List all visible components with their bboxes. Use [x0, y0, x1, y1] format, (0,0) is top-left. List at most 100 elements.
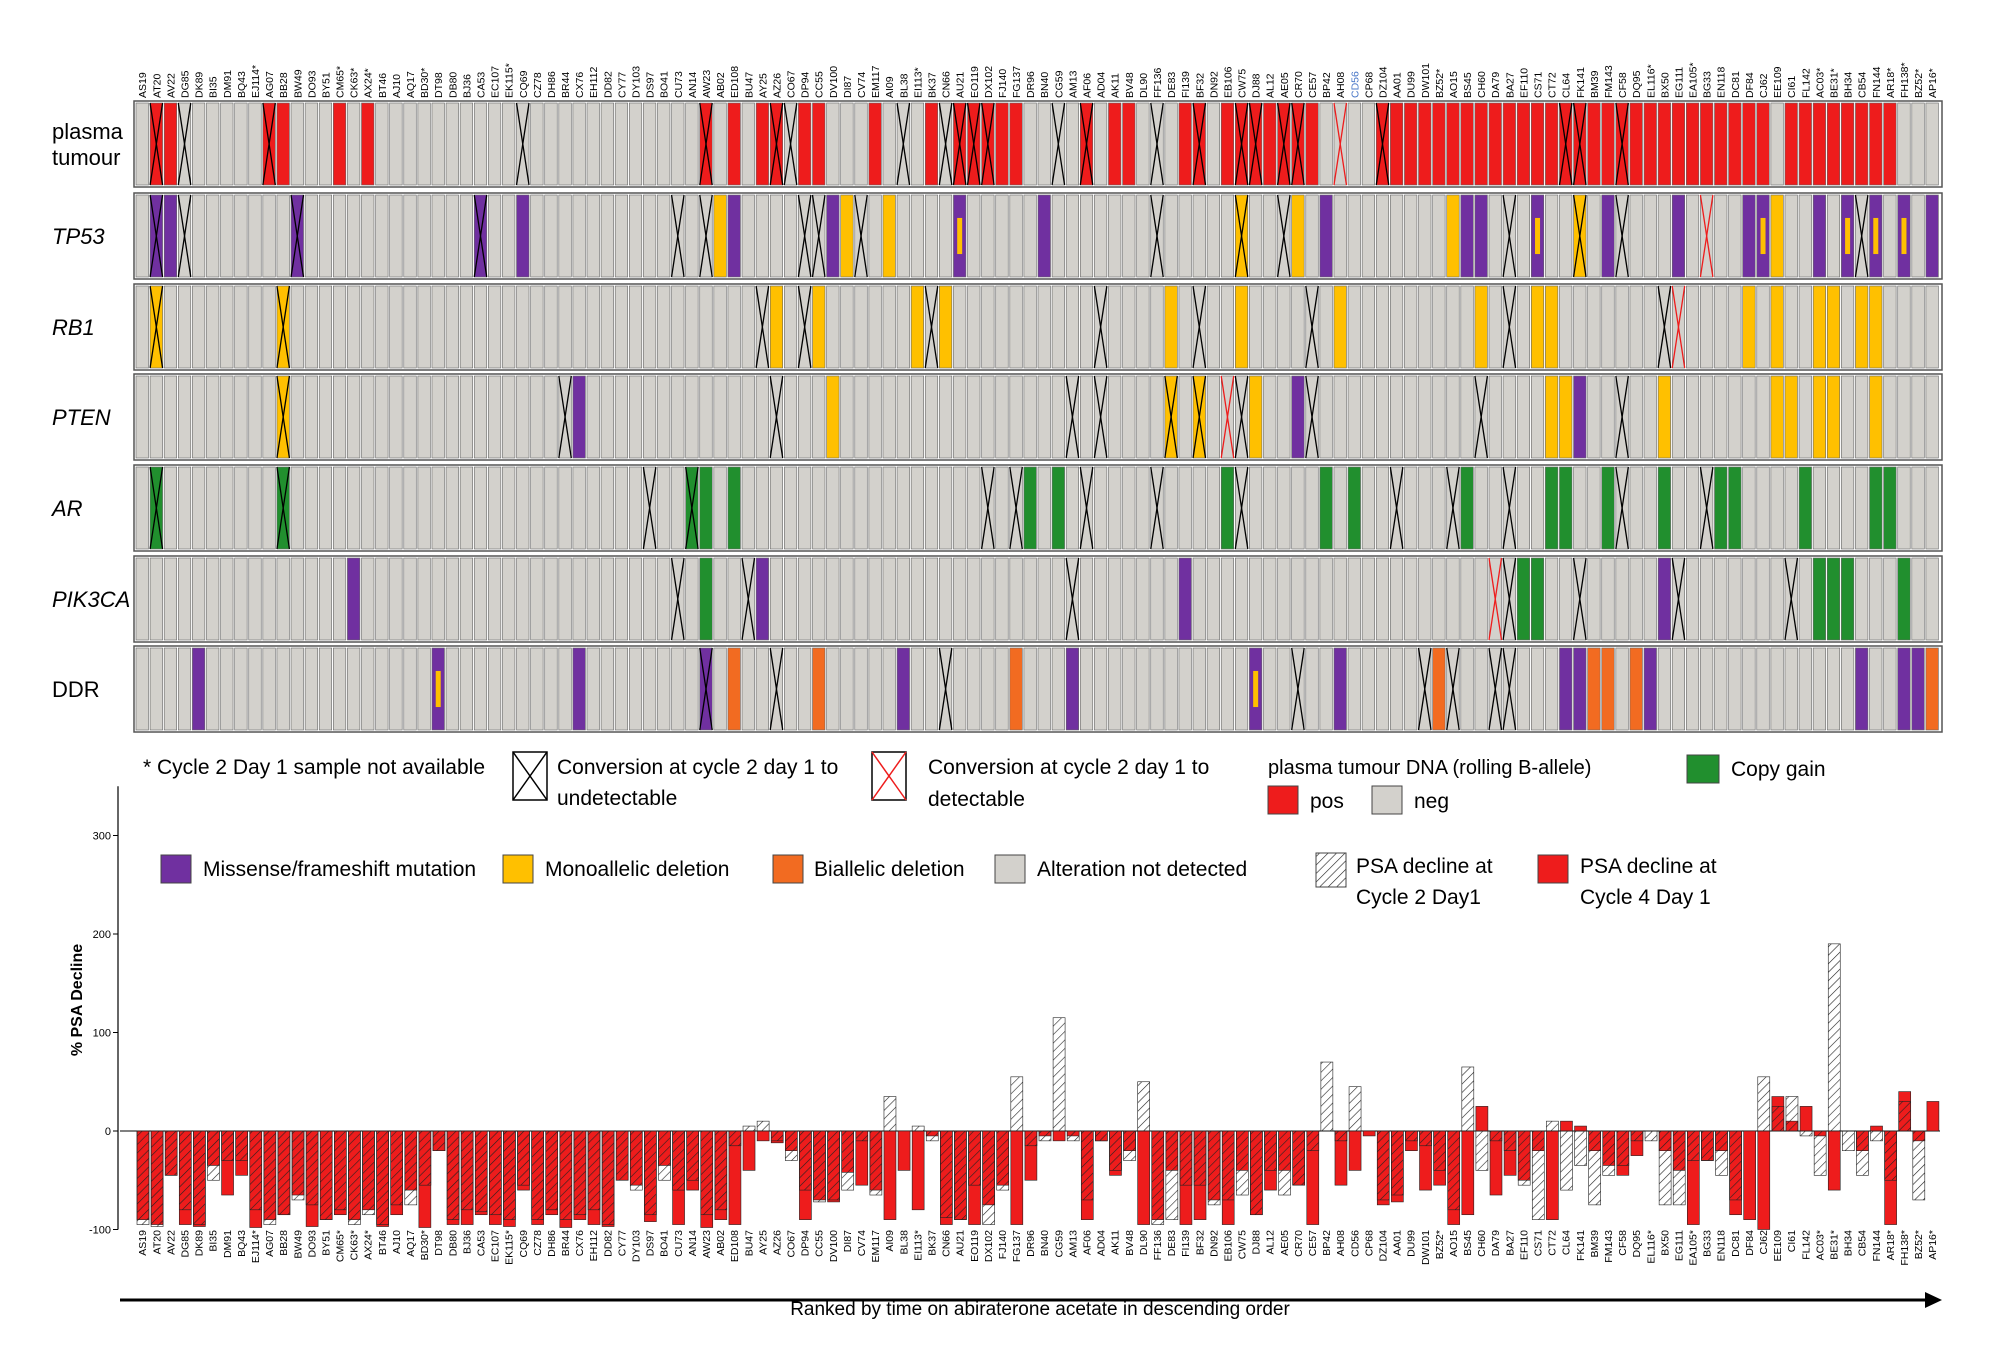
conversion-cross: [769, 102, 784, 186]
cell: [1629, 557, 1643, 641]
cell: [1700, 375, 1714, 459]
legend-notdetected-swatch: [994, 854, 1026, 884]
bottom-patient-label: CW75: [1237, 1230, 1249, 1259]
top-patient-label: CG59: [1053, 70, 1065, 98]
cell: [1347, 285, 1361, 369]
cell: [1798, 194, 1812, 278]
cell: [530, 647, 544, 731]
conversion-cross: [755, 285, 770, 369]
cell: [163, 557, 177, 641]
cell: [1502, 375, 1516, 459]
bottom-patient-label: BB28: [278, 1230, 290, 1256]
cell: [1305, 647, 1319, 731]
cell: [1009, 647, 1023, 731]
cell: [1545, 557, 1559, 641]
psa-c2-bar: [503, 1130, 516, 1220]
top-patient-label: DV100: [828, 66, 840, 98]
cell: [1488, 466, 1502, 550]
cell: [304, 285, 318, 369]
top-patient-label: BT46: [377, 73, 389, 98]
cell: [1263, 557, 1277, 641]
psa-c2-bar: [629, 1130, 643, 1191]
conversion-cross: [1192, 375, 1207, 459]
cell: [1643, 375, 1657, 459]
cell: [318, 466, 333, 550]
conversion-cross: [699, 647, 713, 731]
row-label: PTEN: [52, 405, 111, 430]
conversion-cross: [276, 466, 291, 550]
cell: [488, 194, 502, 278]
top-patient-label: EI113*: [912, 67, 924, 98]
cell: [953, 285, 967, 369]
cell: [220, 194, 234, 278]
top-patient-label: CR70: [1293, 71, 1305, 98]
legend-psa-c2-swatch: [1315, 852, 1347, 888]
cell: [333, 285, 347, 369]
cell: [1686, 285, 1700, 369]
cell: [614, 102, 628, 186]
conversion-cross: [276, 285, 291, 369]
cell: [713, 647, 727, 731]
psa-c2-bar: [432, 1130, 446, 1152]
cell: [403, 285, 417, 369]
cell: [1037, 557, 1051, 641]
top-patient-label: CX76: [574, 72, 586, 98]
cell: [1601, 466, 1615, 550]
cell: [896, 557, 910, 641]
cell: [910, 557, 924, 641]
cell: [727, 194, 741, 278]
bottom-patient-label: CI61: [1786, 1230, 1798, 1252]
bottom-patient-label: ED108: [729, 1230, 741, 1262]
bottom-patient-label: AI09: [884, 1230, 896, 1252]
cell: [1488, 375, 1502, 459]
cell: [1770, 194, 1784, 278]
cell: [1742, 557, 1756, 641]
cell: [544, 557, 558, 641]
cell: [1347, 466, 1361, 550]
psa-c2-bar: [1912, 1130, 1926, 1201]
conversion-cross: [290, 194, 305, 278]
bottom-patient-label: CC55: [814, 1230, 826, 1257]
bottom-patient-label: AB02: [715, 1230, 727, 1256]
cell: [1065, 102, 1079, 186]
conversion-cross: [1572, 194, 1587, 278]
cell: [671, 466, 685, 550]
cell: [924, 557, 939, 641]
psa-c2-bar: [714, 1130, 728, 1211]
bottom-patient-label: EL116*: [1645, 1230, 1657, 1264]
cell: [262, 194, 276, 278]
cell: [1051, 557, 1065, 641]
cell: [361, 194, 375, 278]
psa-c2-bar: [1391, 1130, 1404, 1196]
cell: [1488, 194, 1502, 278]
psa-c2-bar: [1334, 1130, 1348, 1142]
cell: [1587, 466, 1601, 550]
cell: [1178, 557, 1192, 641]
cell: [1206, 466, 1220, 550]
cell: [1122, 647, 1136, 731]
cell: [1784, 194, 1798, 278]
bottom-patient-label: AJ10: [391, 1230, 403, 1254]
psa-c2-bar: [305, 1130, 319, 1206]
cell: [177, 375, 192, 459]
cell: [1615, 557, 1629, 641]
cell: [1714, 102, 1728, 186]
cell: [1516, 102, 1530, 186]
cell: [558, 647, 572, 731]
cell: [347, 102, 361, 186]
psa-c2-bar: [1898, 1101, 1912, 1132]
cell: [1375, 647, 1390, 731]
conversion-cross: [769, 375, 784, 459]
bottom-patient-label: BQ43: [236, 1230, 248, 1257]
bottom-patient-label: BV48: [1124, 1230, 1136, 1256]
psa-c2-bar: [1658, 1130, 1672, 1206]
cell: [896, 375, 910, 459]
cell: [896, 466, 910, 550]
cell: [910, 194, 924, 278]
top-patient-label: BR44: [560, 72, 572, 98]
bottom-patient-label: AE05: [1279, 1230, 1291, 1256]
top-patient-label: FN144: [1871, 66, 1883, 98]
top-patient-labels: AS19 AT20 AV22 DG85 DK89 BI35 DM91 BQ43 EJ114* AG…: [137, 62, 1939, 98]
cell: [1319, 285, 1333, 369]
cell: [1291, 285, 1305, 369]
